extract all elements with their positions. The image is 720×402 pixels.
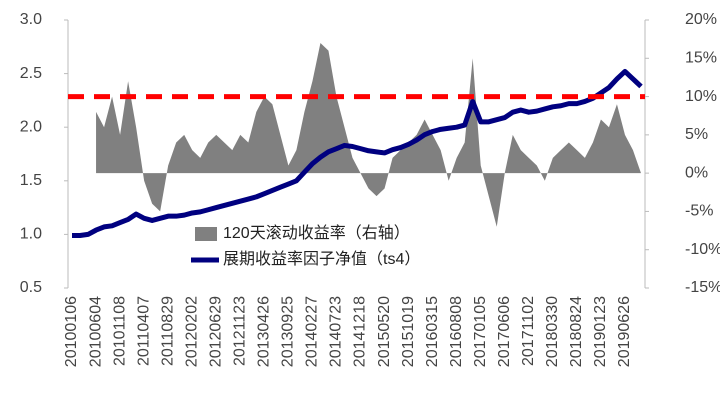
x-tick-label: 20101108 <box>111 296 128 366</box>
legend-label: 120天滚动收益率（右轴） <box>223 224 410 242</box>
x-tick-label: 20180824 <box>568 296 585 367</box>
legend-swatch <box>195 227 217 241</box>
y2-tick-label: 15% <box>685 50 717 67</box>
x-tick-label: 20170606 <box>496 296 513 367</box>
x-tick-label: 20141218 <box>352 296 369 367</box>
x-tick-label: 20110829 <box>159 296 176 366</box>
y-tick-label: 2.5 <box>20 65 42 82</box>
y2-tick-label: -15% <box>685 279 720 296</box>
y-tick-label: 0.5 <box>20 279 42 296</box>
x-tick-label: 20120202 <box>183 296 200 367</box>
x-tick-label: 20160315 <box>424 296 441 367</box>
x-tick-label: 20190626 <box>616 296 633 367</box>
x-tick-label: 20121123 <box>232 296 249 366</box>
x-tick-label: 20110407 <box>135 296 152 366</box>
y2-tick-label: 5% <box>685 126 708 143</box>
x-tick-label: 20151019 <box>400 296 417 367</box>
y2-tick-label: 20% <box>685 11 717 28</box>
y-tick-label: 2.0 <box>20 118 42 135</box>
x-tick-label: 20130426 <box>256 296 273 367</box>
y2-tick-label: -10% <box>685 241 720 258</box>
y2-tick-label: 10% <box>685 88 717 105</box>
y-tick-label: 1.0 <box>20 226 42 243</box>
x-tick-label: 20170105 <box>472 296 489 367</box>
x-tick-label: 20120629 <box>207 296 224 367</box>
y2-tick-label: 0% <box>685 164 708 181</box>
x-tick-label: 20100106 <box>63 296 80 367</box>
line <box>72 68 643 238</box>
x-tick-label: 20100604 <box>87 296 104 367</box>
y-tick-label: 1.5 <box>20 172 42 189</box>
x-tick-label: 20140227 <box>304 296 321 367</box>
x-tick-label: 20140723 <box>328 296 345 367</box>
x-tick-label: 20180330 <box>544 296 561 367</box>
x-tick-label: 20130925 <box>280 296 297 367</box>
y-tick-label: 3.0 <box>20 11 42 28</box>
x-tick-label: 20171102 <box>520 296 537 366</box>
legend-label: 展期收益率因子净值（ts4） <box>223 250 420 268</box>
y2-tick-label: -5% <box>685 203 713 220</box>
x-tick-label: 20150520 <box>376 296 393 367</box>
x-tick-label: 20160808 <box>448 296 465 367</box>
x-tick-label: 20190123 <box>592 296 609 367</box>
area <box>96 42 641 227</box>
